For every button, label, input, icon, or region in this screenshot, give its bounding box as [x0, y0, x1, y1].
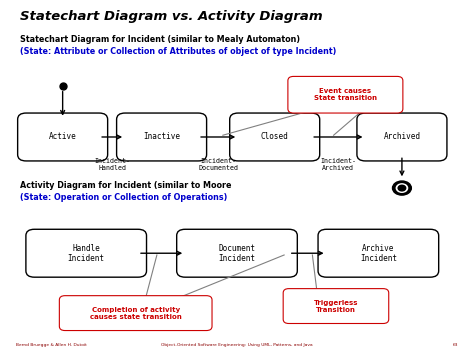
Text: Object-Oriented Software Engineering: Using UML, Patterns, and Java: Object-Oriented Software Engineering: Us… [161, 343, 313, 347]
Text: Statechart Diagram for Incident (similar to Mealy Automaton): Statechart Diagram for Incident (similar… [20, 35, 301, 44]
Text: Active: Active [49, 132, 76, 142]
Text: Archive
Incident: Archive Incident [360, 244, 397, 263]
FancyBboxPatch shape [18, 113, 108, 161]
FancyBboxPatch shape [177, 229, 297, 277]
Circle shape [398, 185, 406, 191]
FancyBboxPatch shape [117, 113, 207, 161]
FancyBboxPatch shape [288, 76, 403, 113]
Text: Document
Incident: Document Incident [219, 244, 255, 263]
FancyBboxPatch shape [26, 229, 146, 277]
Circle shape [392, 181, 411, 195]
FancyBboxPatch shape [357, 113, 447, 161]
FancyBboxPatch shape [230, 113, 319, 161]
Text: Incident-
Handled: Incident- Handled [94, 158, 130, 171]
Text: Activity Diagram for Incident (similar to Moore: Activity Diagram for Incident (similar t… [20, 181, 232, 190]
Text: Incident-
Archived: Incident- Archived [320, 158, 356, 171]
Text: Event causes
State transition: Event causes State transition [314, 88, 377, 101]
Text: Handle
Incident: Handle Incident [68, 244, 105, 263]
Text: (State: Operation or Collection of Operations): (State: Operation or Collection of Opera… [20, 193, 228, 202]
Text: Completion of activity
causes state transition: Completion of activity causes state tran… [90, 307, 182, 320]
Text: Statechart Diagram vs. Activity Diagram: Statechart Diagram vs. Activity Diagram [20, 10, 323, 23]
Circle shape [396, 184, 408, 192]
Text: Inactive: Inactive [143, 132, 180, 142]
FancyBboxPatch shape [318, 229, 438, 277]
Text: Closed: Closed [261, 132, 289, 142]
FancyBboxPatch shape [59, 296, 212, 331]
Text: Incident-
Documented: Incident- Documented [198, 158, 238, 171]
Text: (State: Attribute or Collection of Attributes of object of type Incident): (State: Attribute or Collection of Attri… [20, 47, 337, 56]
FancyBboxPatch shape [283, 289, 389, 323]
Text: Archived: Archived [383, 132, 420, 142]
Text: Triggerless
Transition: Triggerless Transition [314, 300, 358, 312]
Text: Bernd Bruegge & Allen H. Dutoit: Bernd Bruegge & Allen H. Dutoit [16, 343, 86, 347]
Text: 63: 63 [453, 343, 458, 347]
